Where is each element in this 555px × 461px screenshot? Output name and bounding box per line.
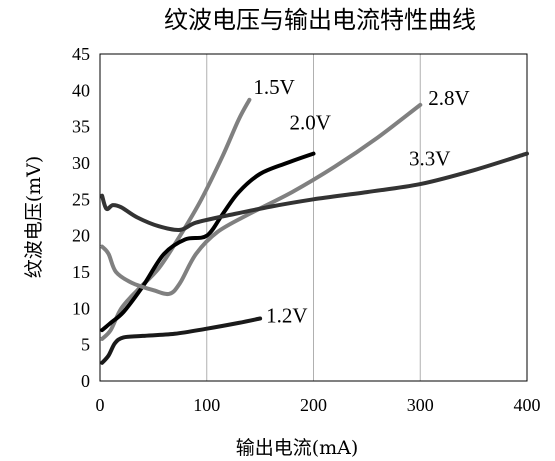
x-tick-label: 400 <box>514 395 541 415</box>
series-label: 1.5V <box>253 75 294 99</box>
y-tick-label: 10 <box>72 298 90 318</box>
x-tick-label: 100 <box>193 395 220 415</box>
grid <box>206 54 421 381</box>
plot-frame <box>99 53 528 382</box>
y-axis-label: 纹波电压(mV) <box>23 156 45 279</box>
y-tick-label: 40 <box>72 80 90 100</box>
y-tick-label: 5 <box>81 335 90 355</box>
series-label: 3.3V <box>409 147 450 171</box>
x-tick-label: 0 <box>96 395 105 415</box>
y-tick-label: 20 <box>72 226 90 246</box>
series-line-2-8V <box>100 102 423 297</box>
y-tick-label: 35 <box>72 117 90 137</box>
series-line-2-0V <box>100 151 316 333</box>
x-tick-label: 300 <box>407 395 434 415</box>
x-axis-label: 输出电流(mA) <box>236 437 359 459</box>
x-tick-label: 200 <box>300 395 327 415</box>
series-lines <box>100 97 529 365</box>
series-line-1-2V <box>100 316 263 365</box>
series-label: 2.8V <box>428 86 469 110</box>
y-tick-label: 30 <box>72 153 90 173</box>
y-tick-label: 0 <box>81 371 90 391</box>
y-tick-label: 25 <box>72 189 90 209</box>
series-label: 2.0V <box>290 111 331 135</box>
y-tick-label: 15 <box>72 262 90 282</box>
tick-labels: 0 5 10 15 20 25 30 35 40 45 0 100 200 300 400 <box>72 44 541 415</box>
y-tick-label: 45 <box>72 44 90 64</box>
series-label: 1.2V <box>266 304 307 328</box>
chart-title: 纹波电压与输出电流特性曲线 <box>164 6 476 34</box>
series-line-3-3V <box>100 151 529 232</box>
series-labels: 1.2V 1.5V 2.0V 2.8V 3.3V <box>253 75 469 328</box>
